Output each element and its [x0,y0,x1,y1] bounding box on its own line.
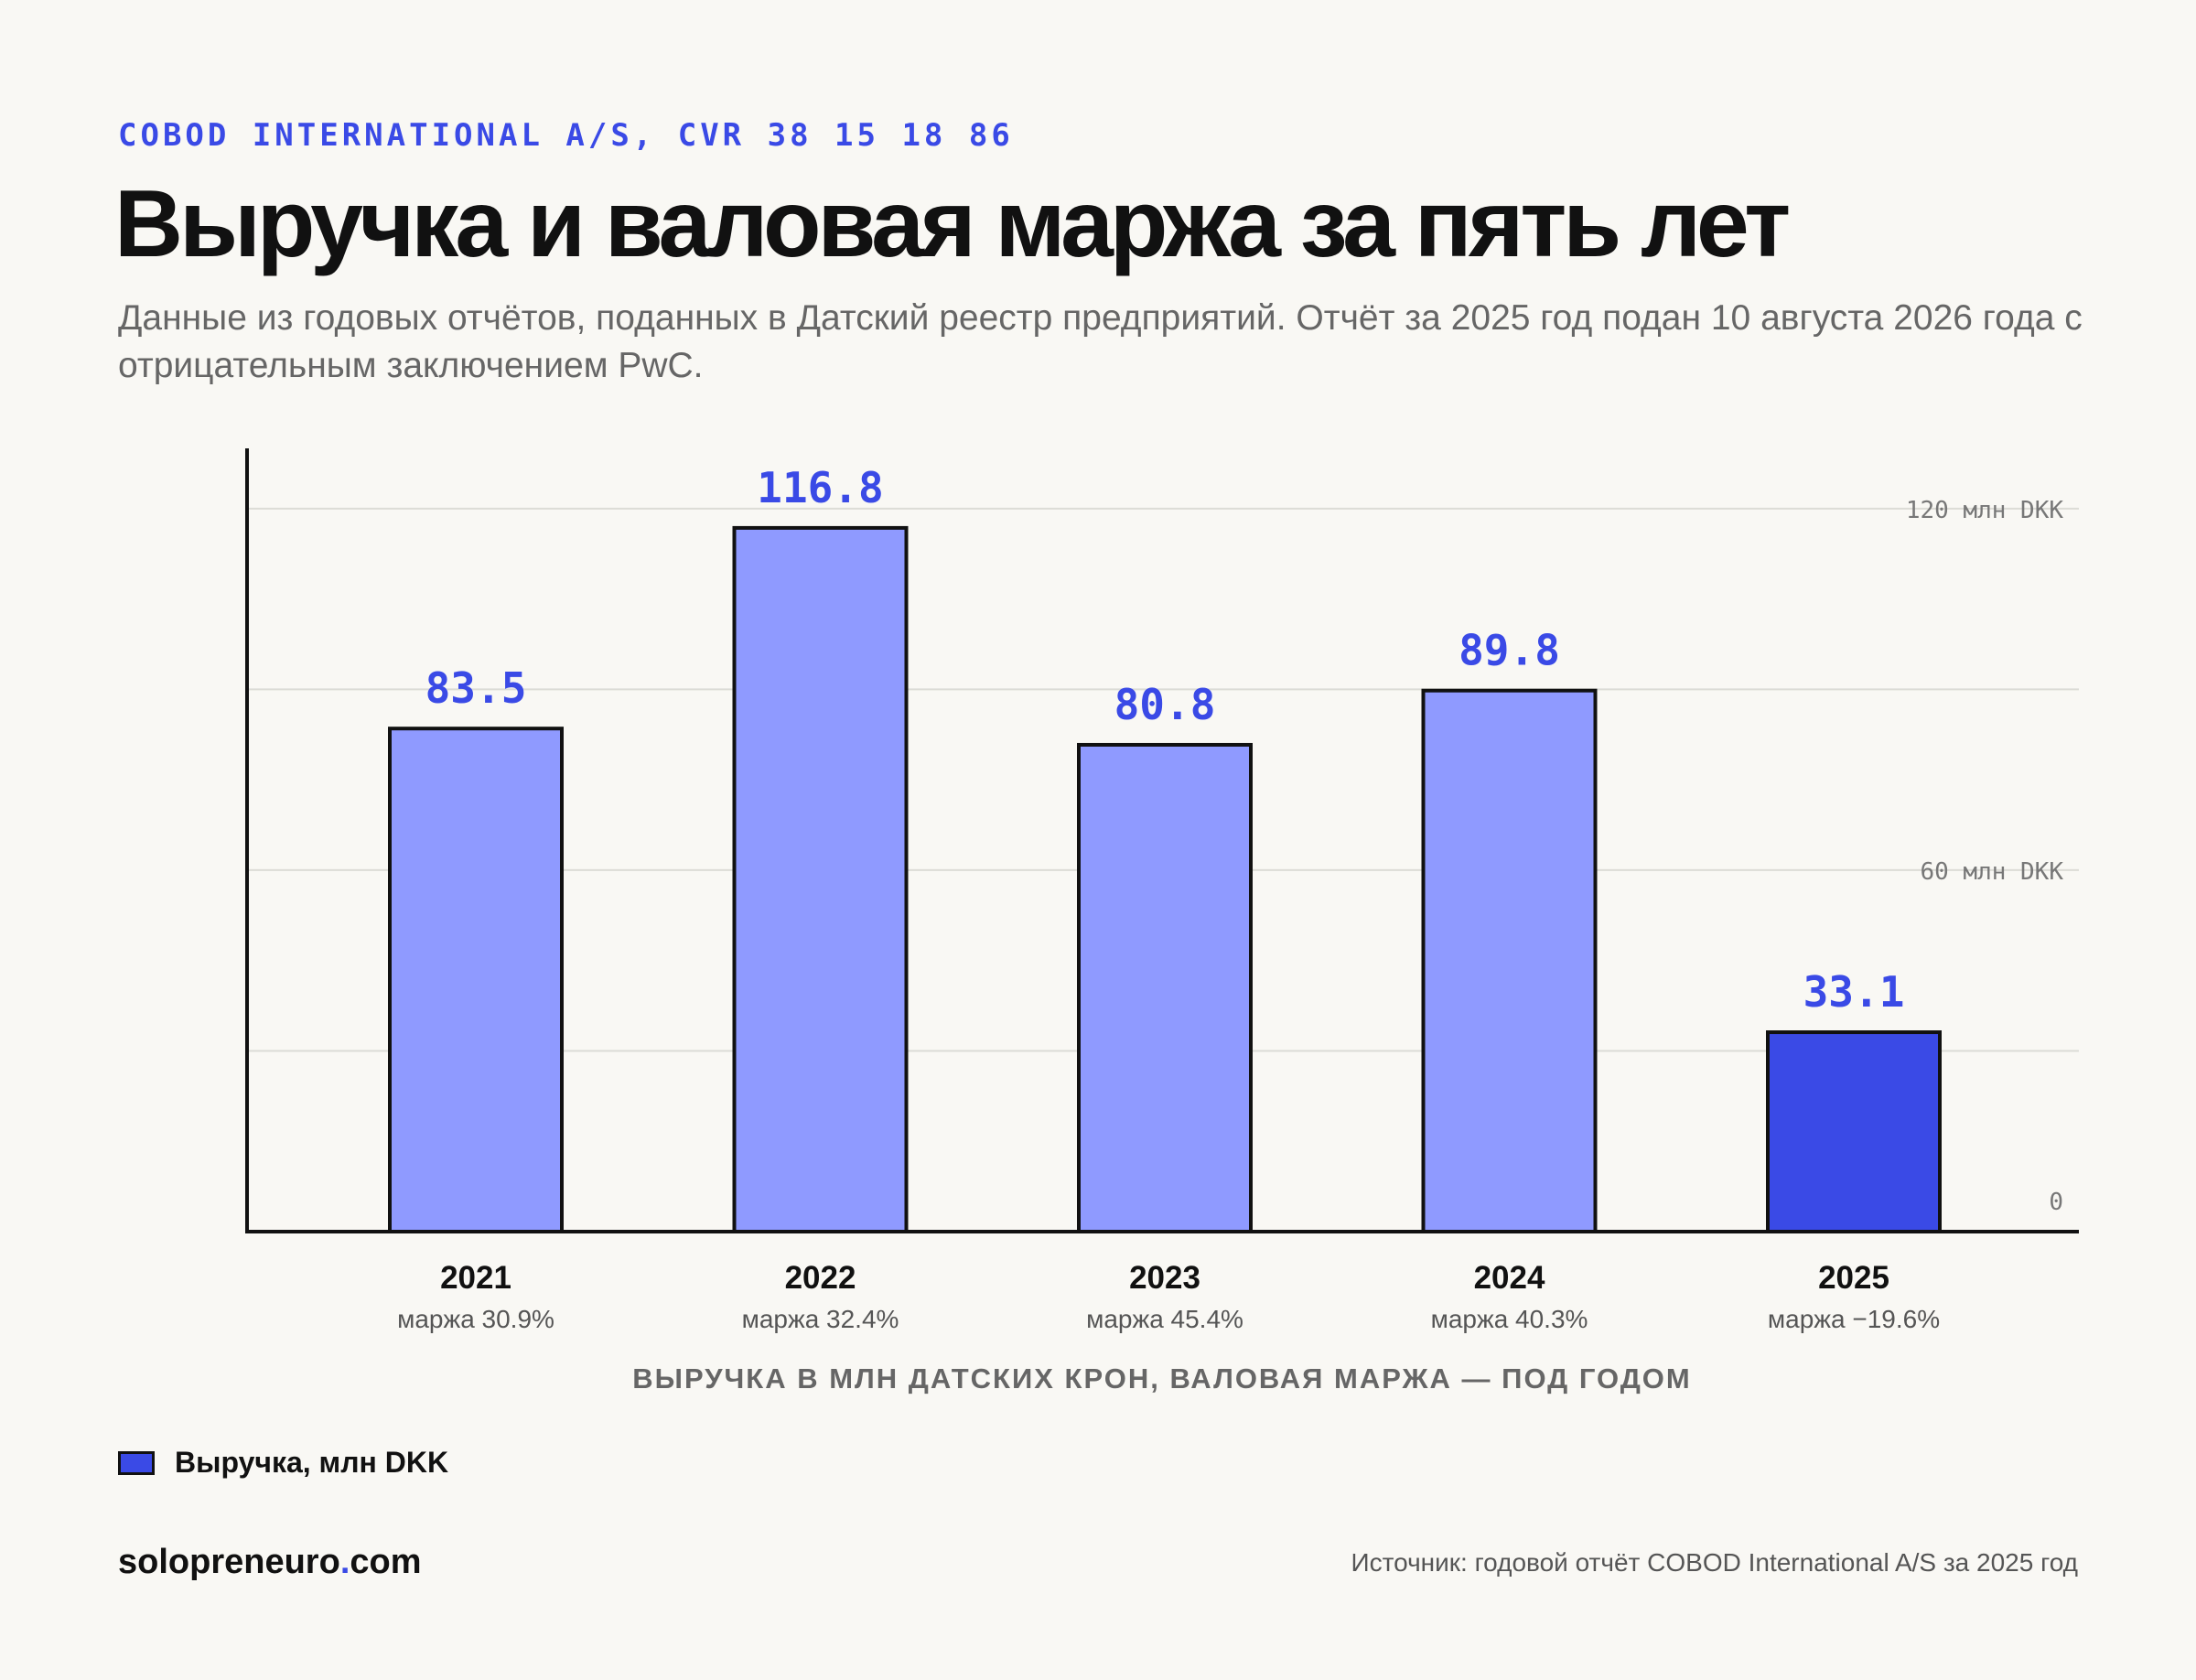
legend-swatch [118,1450,155,1475]
x-tick-label: 2022 [785,1260,856,1296]
bar-value-label: 89.8 [1459,626,1560,675]
bar-margin-label: маржа 40.3% [1431,1305,1588,1333]
legend: Выручка, млн DKK [118,1446,448,1480]
brand-tld: com [350,1543,422,1581]
brand-main: solopreneuro [118,1543,340,1581]
bar [1766,1030,1942,1233]
bar-value-label: 80.8 [1114,680,1216,729]
y-tick-label: 120 млн DKK [1906,497,2064,524]
bar-value-label: 83.5 [425,663,527,713]
chart-kicker: COBOD INTERNATIONAL A/S, CVR 38 15 18 86 [118,117,1014,154]
source-note: Источник: годовой отчёт COBOD Internatio… [1351,1548,2078,1577]
revenue-bar-chart: 120 млн DKK 60 млн DKK 0 83.5 2021 маржа 30.9… [245,448,2079,1395]
bar-margin-label: маржа 32.4% [742,1305,899,1333]
chart-subtitle: Данные из годовых отчётов, поданных в Да… [118,298,2083,385]
x-tick-label: 2025 [1818,1260,1889,1296]
brand-logo: solopreneuro.com [118,1543,422,1582]
x-tick-label: 2021 [440,1260,511,1296]
bar-margin-label: маржа 45.4% [1086,1305,1243,1333]
x-tick-label: 2024 [1474,1260,1545,1296]
x-axis-caption: ВЫРУЧКА В МЛН ДАТСКИХ КРОН, ВАЛОВАЯ МАРЖ… [632,1362,1692,1395]
x-tick-label: 2023 [1129,1260,1200,1296]
y-tick-label: 60 млн DKK [1920,858,2063,886]
bar [388,727,564,1233]
brand-dot: . [339,1543,350,1581]
bar [1077,742,1253,1233]
bar [1421,688,1598,1233]
bar-margin-label: маржа −19.6% [1768,1305,1940,1333]
y-tick-label: 0 [2049,1189,2063,1216]
bar-margin-label: маржа 30.9% [397,1305,554,1333]
bar [732,525,909,1233]
bar-value-label: 116.8 [757,463,883,512]
legend-label: Выручка, млн DKK [175,1446,449,1479]
bar-value-label: 33.1 [1803,967,1905,1017]
chart-title: Выручка и валовая маржа за пять лет [114,171,1791,277]
